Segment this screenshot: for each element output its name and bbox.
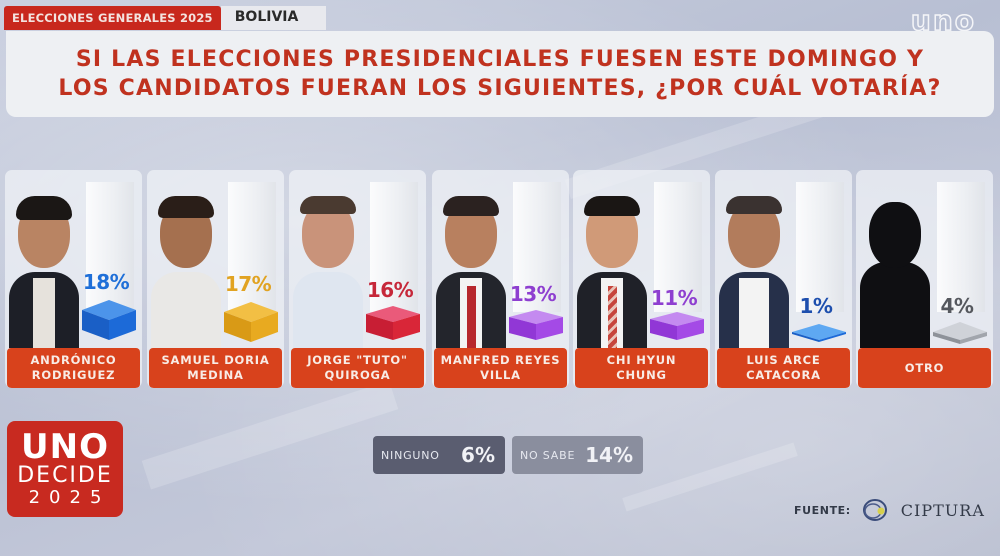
candidate-percentage: 13% [509,282,557,306]
candidate-card: 16% JORGE "TUTO" QUIROGA [289,170,426,388]
bar-cube-icon [366,306,420,340]
candidate-name-line2: CHUNG [616,368,667,382]
candidate-name-line2: MEDINA [187,368,244,382]
bar-cube-icon [792,324,846,342]
candidate-nameplate: OTRO [858,348,991,388]
candidate-name-line1: LUIS ARCE [746,353,821,367]
candidate-name-line2: VILLA [480,368,521,382]
candidate-name-line1: JORGE "TUTO" [307,353,408,367]
no-sabe-label: NO SABE [520,448,576,462]
bar-cube-icon [933,322,987,344]
candidate-photo [151,188,221,348]
candidate-name-line1: OTRO [904,360,945,375]
candidate-nameplate: SAMUEL DORIA MEDINA [149,348,282,388]
candidate-name-line2: QUIROGA [324,368,391,382]
candidate-photo [9,188,79,348]
bar-shaft [228,182,276,312]
badge-line1: UNO [21,427,109,467]
badge-line3: 2025 [28,487,111,508]
candidate-photo [436,188,506,348]
bar-shaft [86,182,134,312]
candidate-nameplate: CHI HYUN CHUNG [575,348,708,388]
poll-question: SI LAS ELECCIONES PRESIDENCIALES FUESEN … [6,31,994,117]
candidate-name-line2: CATACORA [746,368,821,382]
header-tag: ELECCIONES GENERALES 2025 BOLIVIA [4,6,327,30]
bar-cube-icon [82,300,136,340]
question-line-1: SI LAS ELECCIONES PRESIDENCIALES FUESEN … [75,47,925,72]
ninguno-label: NINGUNO [381,448,440,462]
background-streak [622,442,798,512]
candidate-percentage: 1% [799,294,833,318]
ninguno-value: 6% [461,443,495,467]
ninguno-pill: NINGUNO 6% [373,436,505,474]
candidate-nameplate: MANFRED REYES VILLA [434,348,567,388]
candidate-card: 17% SAMUEL DORIA MEDINA [147,170,284,388]
question-line-2: LOS CANDIDATOS FUERAN LOS SIGUIENTES, ¿P… [58,76,942,101]
source-brand: CIPTURA [900,500,985,520]
event-tag: ELECCIONES GENERALES 2025 [4,6,221,30]
bar-cube-icon [650,312,704,340]
silhouette-icon [860,188,930,348]
candidate-nameplate: JORGE "TUTO" QUIROGA [291,348,424,388]
candidate-percentage: 16% [366,278,414,302]
candidate-nameplate: LUIS ARCE CATACORA [717,348,850,388]
candidate-photo [719,188,789,348]
candidate-percentage: 11% [650,286,698,310]
candidate-name-line1: MANFRED REYES [440,353,561,367]
candidate-photo [577,188,647,348]
bar-cube-icon [509,310,563,340]
candidate-name-line1: CHI HYUN [606,353,677,367]
source-credit: FUENTE: CIPTURA [794,497,985,523]
candidate-percentage: 17% [224,272,272,296]
candidate-card: 4% OTRO [856,170,993,388]
candidate-name-line2: RODRIGUEZ [31,368,116,382]
candidate-photo [293,188,363,348]
ciptura-logo-icon [862,499,887,521]
bar-shaft [370,182,418,312]
candidate-name-line1: SAMUEL DORIA [161,353,270,367]
bar-shaft [796,182,844,312]
background-streak [141,380,399,490]
candidate-card: 11% CHI HYUN CHUNG [573,170,710,388]
candidate-cards: 18% ANDRÓNICO RODRIGUEZ 17% SAMUEL DORIA… [5,170,995,392]
candidate-card: 18% ANDRÓNICO RODRIGUEZ [5,170,142,388]
candidate-card: 1% LUIS ARCE CATACORA [715,170,852,388]
source-label: FUENTE: [794,503,851,517]
no-sabe-pill: NO SABE 14% [512,436,643,474]
candidate-card: 13% MANFRED REYES VILLA [432,170,569,388]
bar-shaft [654,182,702,312]
bar-shaft [513,182,561,312]
uno-decide-badge: UNO DECIDE 2025 [7,421,123,517]
bar-shaft [937,182,985,312]
candidate-nameplate: ANDRÓNICO RODRIGUEZ [7,348,140,388]
candidate-name-line1: ANDRÓNICO [30,353,117,367]
country-tag: BOLIVIA [220,6,327,30]
candidate-percentage: 18% [82,270,130,294]
badge-line2: DECIDE [17,463,113,488]
bar-cube-icon [224,302,278,342]
no-sabe-value: 14% [585,443,633,467]
candidate-percentage: 4% [940,294,974,318]
